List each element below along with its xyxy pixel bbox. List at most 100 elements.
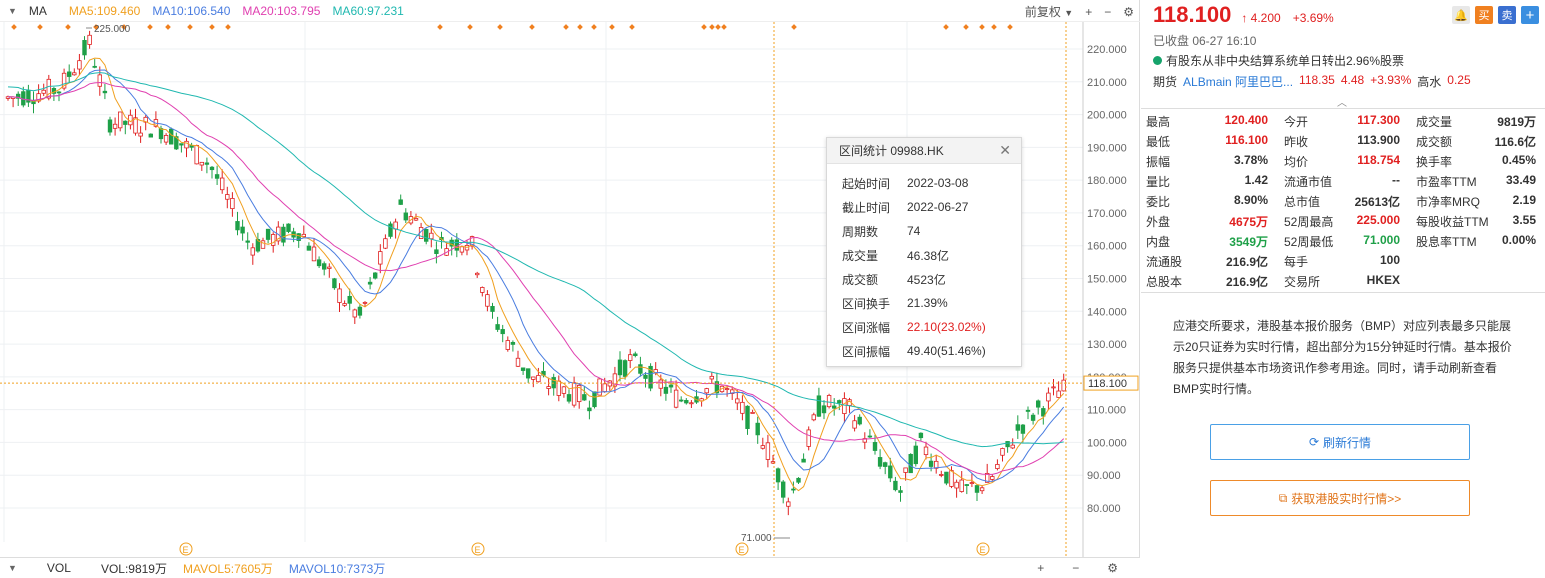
stats-value: 2022-03-08 (907, 176, 969, 190)
candle-body (668, 384, 674, 388)
candle-body (429, 232, 434, 240)
vol-label[interactable]: VOL (46, 561, 71, 575)
candle-body (204, 162, 210, 165)
divider (1141, 292, 1545, 293)
candle-body (1041, 408, 1046, 417)
candle-body (918, 432, 924, 439)
candle-body (82, 40, 87, 56)
refresh-button[interactable]: ⟳ 刷新行情 (1210, 424, 1470, 460)
price-axis-tick: 200.000 (1087, 110, 1127, 122)
dividend-markers (11, 24, 1013, 30)
quote-value: 216.9亿 (1225, 274, 1268, 289)
quote-key: 总股本 (1146, 274, 1183, 289)
candle-body (240, 226, 245, 234)
minus-icon[interactable]: − (1104, 4, 1112, 19)
candle-body (449, 239, 454, 247)
quote-cell: 换手率 0.45% (1408, 153, 1544, 170)
candle-body (658, 379, 663, 389)
candle-body (745, 405, 750, 429)
marker-dot (791, 24, 797, 30)
quote-value: 100 (1379, 252, 1400, 267)
candle-body (592, 391, 597, 408)
ma-lines (7, 57, 1065, 492)
adjust-select[interactable]: 前复权 ▼ (1025, 3, 1073, 20)
quote-key: 昨收 (1284, 134, 1309, 149)
candle-body (602, 383, 607, 393)
settings-icon[interactable]: ⚙ (1123, 4, 1134, 19)
price-axis-tick: 80.000 (1087, 503, 1121, 515)
quote-cell: 昨收 113.900 (1276, 133, 1408, 150)
price-axis-tick: 100.000 (1087, 437, 1127, 449)
futures-link[interactable]: ALBmain 阿里巴巴... (1183, 75, 1294, 89)
bell-icon[interactable]: 🔔 (1452, 6, 1470, 24)
ma-label[interactable]: MA (28, 3, 47, 18)
marker-dot (187, 24, 193, 30)
quote-key: 流通股 (1146, 254, 1183, 269)
quote-key: 最低 (1146, 134, 1171, 149)
sell-button[interactable]: 卖 (1498, 6, 1516, 24)
candle-body (561, 386, 567, 394)
candle-body (689, 402, 694, 405)
candle-body (485, 294, 490, 307)
marker-dot (37, 24, 43, 30)
candle-body (724, 388, 730, 390)
candle-body (791, 488, 796, 491)
candle-body (1025, 409, 1031, 412)
stats-row: 区间振幅 49.40(51.46%) (827, 339, 1021, 363)
candle-body (709, 375, 714, 380)
buy-button[interactable]: 买 (1475, 6, 1493, 24)
premium-label: 高水 (1417, 75, 1442, 89)
candle-body (423, 228, 429, 242)
get-realtime-button[interactable]: ⧉ 获取港股实时行情>> (1210, 480, 1470, 516)
quote-key: 股息率TTM (1416, 234, 1477, 249)
stats-row: 成交量 46.38亿 (827, 243, 1021, 267)
candle-body (893, 480, 898, 491)
notice-text[interactable]: 有股东从非中央结算系统单日转出2.96%股票 (1166, 54, 1405, 68)
candle-body (903, 467, 908, 473)
settings-icon[interactable]: ⚙ (1107, 561, 1118, 575)
candle-body (123, 120, 128, 125)
stats-value: 22.10(23.02%) (907, 320, 986, 334)
candle-body (750, 411, 755, 414)
candle-body (230, 198, 235, 210)
quote-cell: 振幅 3.78% (1146, 153, 1276, 170)
candle-body (413, 218, 419, 221)
add-icon[interactable]: + (1037, 561, 1045, 575)
candle-body (168, 128, 174, 145)
minus-icon[interactable]: − (1072, 561, 1080, 575)
candle-body (174, 136, 179, 150)
quote-cell: 今开 117.300 (1276, 113, 1408, 130)
chevron-down-icon: ▼ (1064, 8, 1074, 18)
marker-dot (963, 24, 969, 30)
notice-line[interactable]: 有股东从非中央结算系统单日转出2.96%股票 (1153, 52, 1404, 69)
quote-key: 52周最低 (1284, 234, 1334, 249)
candle-body (628, 354, 633, 361)
vol-dropdown-icon[interactable]: ▼ (8, 563, 17, 573)
quote-cell: 内盘 3549万 (1146, 233, 1276, 250)
candle-body (801, 458, 806, 463)
futures-pct: +3.93% (1370, 73, 1412, 87)
price-change-pct: +3.69% (1292, 11, 1334, 25)
collapse-icon[interactable]: ︿ (1337, 98, 1347, 109)
marker-dot (563, 24, 569, 30)
candle-body (964, 484, 969, 486)
candle-body (852, 420, 857, 429)
marker-dot (467, 24, 473, 30)
add-icon[interactable]: + (1085, 4, 1093, 19)
refresh-label: 刷新行情 (1323, 435, 1372, 450)
ma-dropdown-icon[interactable]: ▼ (8, 5, 17, 16)
price-change: ↑ 4.200 (1241, 11, 1280, 25)
candle-body (495, 324, 500, 330)
quote-cell: 最低 116.100 (1146, 133, 1276, 150)
candle-body (72, 72, 77, 76)
candle-body (944, 471, 949, 484)
candle-body (179, 143, 184, 146)
candle-body (770, 461, 776, 464)
candle-body (515, 357, 521, 367)
quote-row: 委比 8.90% 总市值 25613亿 市净率MRQ 2.19 (1146, 191, 1544, 211)
add-watchlist-button[interactable]: + (1521, 6, 1539, 24)
marker-dot (943, 24, 949, 30)
close-icon[interactable]: ✕ (999, 142, 1011, 158)
candle-body (775, 468, 781, 483)
